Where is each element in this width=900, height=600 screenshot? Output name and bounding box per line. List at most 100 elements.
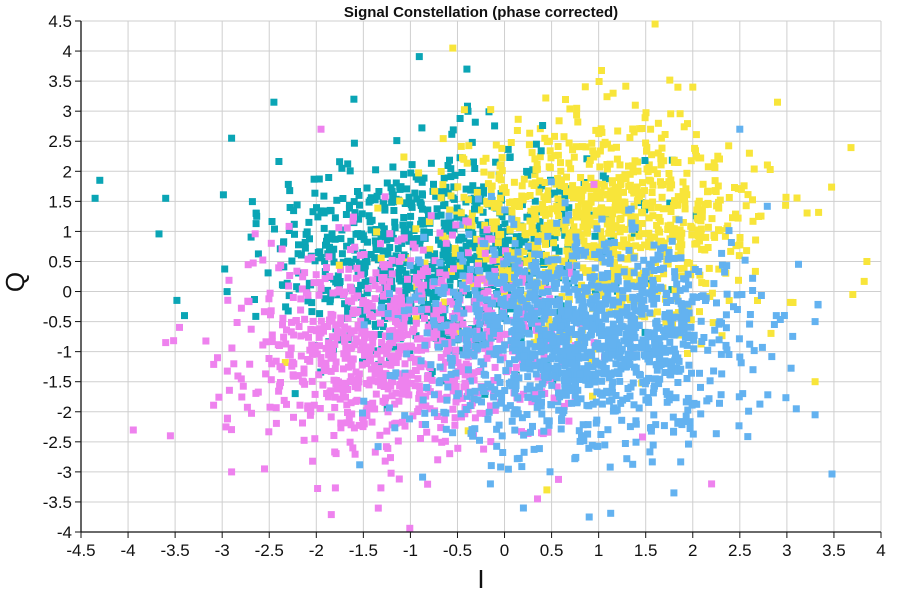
point-yellow-cluster [699, 180, 707, 188]
point-teal-cluster [383, 179, 391, 187]
point-teal-cluster [418, 190, 426, 198]
point-yellow-cluster [606, 160, 614, 168]
point-blue-cluster [539, 301, 546, 309]
point-blue-cluster [482, 371, 490, 379]
point-pink-cluster [315, 333, 323, 341]
point-yellow-cluster [611, 189, 618, 197]
point-teal-cluster [363, 184, 371, 192]
point-blue-cluster [573, 239, 581, 247]
point-blue-cluster [497, 295, 505, 303]
point-pink-cluster [333, 327, 341, 335]
point-pink-cluster [355, 421, 363, 429]
point-blue-cluster [555, 389, 562, 397]
point-pink-cluster [362, 407, 370, 415]
point-teal-cluster [355, 215, 363, 223]
point-teal-cluster [388, 187, 396, 195]
point-yellow-cluster [592, 207, 600, 215]
point-blue-cluster [665, 249, 673, 256]
point-yellow-cluster [567, 216, 574, 224]
point-yellow-cluster [687, 316, 695, 324]
point-blue-cluster [533, 309, 541, 317]
point-pink-cluster [417, 270, 424, 278]
point-yellow-cluster [604, 140, 611, 148]
point-yellow-cluster [520, 248, 528, 255]
point-yellow-cluster [593, 185, 601, 193]
point-yellow-cluster [657, 237, 665, 245]
point-yellow-cluster [609, 210, 617, 218]
point-pink-cluster [380, 383, 388, 390]
point-blue-cluster [615, 342, 622, 350]
point-yellow-cluster [484, 180, 492, 188]
point-yellow-cluster [554, 175, 562, 182]
point-pink-cluster [265, 355, 273, 362]
point-teal-cluster [346, 202, 353, 209]
point-blue-cluster [723, 290, 731, 298]
point-blue-cluster [608, 351, 616, 359]
point-blue-cluster [638, 287, 646, 295]
point-teal-cluster [440, 174, 448, 182]
point-yellow-cluster [745, 149, 753, 157]
point-blue-cluster [532, 258, 539, 266]
point-yellow-cluster [674, 309, 682, 316]
point-pink-cluster [390, 304, 398, 312]
point-teal-cluster [363, 289, 371, 297]
x-tick-label: -3 [215, 541, 230, 560]
point-yellow-cluster [598, 128, 606, 136]
point-blue-cluster [516, 288, 523, 296]
point-blue-cluster [609, 301, 617, 309]
point-teal-cluster [479, 227, 487, 235]
point-pink-cluster [374, 504, 382, 512]
point-pink-cluster [324, 323, 332, 330]
point-blue-cluster [568, 356, 576, 364]
point-blue-cluster [605, 250, 613, 258]
point-pink-cluster [462, 217, 470, 225]
point-blue-cluster [565, 261, 573, 269]
point-blue-cluster [444, 383, 452, 391]
point-yellow-cluster [514, 115, 522, 123]
point-yellow-cluster [584, 267, 592, 275]
point-pink-cluster [407, 257, 415, 265]
point-pink-cluster [534, 495, 541, 503]
point-blue-cluster [423, 383, 431, 391]
point-yellow-cluster [588, 139, 596, 147]
point-pink-cluster [344, 334, 352, 342]
point-blue-cluster [629, 379, 637, 387]
point-blue-cluster [440, 322, 448, 330]
point-blue-cluster [360, 397, 368, 405]
point-pink-cluster [433, 309, 440, 317]
point-blue-cluster [697, 293, 705, 300]
point-teal-cluster [530, 235, 538, 243]
point-blue-cluster [523, 411, 531, 418]
point-blue-cluster [564, 345, 571, 353]
point-teal-cluster [407, 212, 415, 220]
point-teal-cluster [332, 278, 340, 286]
point-yellow-cluster [522, 231, 530, 239]
point-pink-cluster [283, 326, 290, 334]
point-pink-cluster [427, 329, 435, 337]
point-blue-cluster [624, 339, 632, 347]
point-pink-cluster [246, 360, 254, 368]
point-pink-cluster [308, 254, 316, 262]
point-blue-cluster [555, 347, 563, 355]
point-blue-cluster [539, 289, 546, 297]
point-yellow-cluster [661, 131, 669, 138]
point-pink-cluster [233, 319, 241, 326]
point-blue-cluster [493, 290, 501, 298]
point-teal-cluster [470, 158, 477, 166]
point-teal-cluster [561, 231, 569, 239]
point-yellow-cluster [664, 260, 672, 268]
point-yellow-cluster [536, 153, 544, 161]
point-yellow-cluster [611, 183, 619, 191]
point-pink-cluster [299, 419, 306, 427]
point-yellow-cluster [697, 231, 705, 238]
point-teal-cluster [379, 247, 387, 255]
point-blue-cluster [697, 317, 705, 325]
point-pink-cluster [367, 365, 375, 373]
point-blue-cluster [595, 248, 603, 256]
point-blue-cluster [559, 332, 567, 340]
point-pink-cluster [341, 379, 349, 387]
point-pink-cluster [348, 355, 356, 363]
point-pink-cluster [499, 305, 507, 313]
point-blue-cluster [515, 278, 523, 286]
point-blue-cluster [648, 287, 656, 295]
